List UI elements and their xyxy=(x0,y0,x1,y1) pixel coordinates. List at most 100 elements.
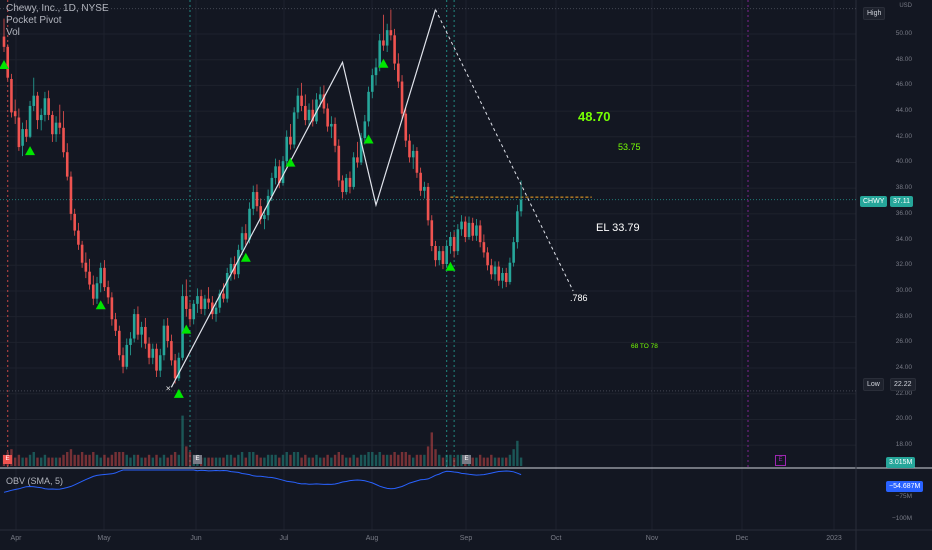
candle-body xyxy=(84,262,88,272)
candle-body xyxy=(370,75,374,92)
earnings-marker-1[interactable]: E xyxy=(3,455,12,464)
volume-bar xyxy=(185,446,188,466)
volume-bar xyxy=(121,452,125,466)
candle-body xyxy=(95,283,99,299)
candle-body xyxy=(125,344,129,367)
candle-body xyxy=(110,297,114,320)
candle-body xyxy=(318,94,322,100)
volume-bar xyxy=(434,449,437,466)
volume-bar xyxy=(28,454,32,466)
volume-bar xyxy=(99,457,102,466)
volume-bar xyxy=(237,454,240,466)
pocket-pivot-signal xyxy=(181,324,192,334)
volume-bar xyxy=(430,432,433,466)
candle-body xyxy=(121,355,125,367)
volume-bar xyxy=(248,452,251,466)
candle-body xyxy=(58,122,62,128)
candle-body xyxy=(445,246,448,264)
volume-bar xyxy=(118,452,121,466)
candle-body xyxy=(423,186,426,191)
volume-bar xyxy=(73,454,76,466)
price-tick-label: 20.00 xyxy=(895,415,912,423)
volume-bar xyxy=(319,457,322,466)
candle-body xyxy=(426,186,430,221)
earnings-marker-2[interactable]: E xyxy=(193,455,202,464)
time-tick-label: May xyxy=(97,535,111,542)
volume-bar xyxy=(166,457,169,466)
candle-body xyxy=(519,199,523,212)
candle-body xyxy=(270,177,274,196)
candle-body xyxy=(344,177,348,193)
volume-bar xyxy=(159,457,162,466)
volume-bar xyxy=(173,452,177,466)
candle-body xyxy=(389,30,393,36)
candle-body xyxy=(490,265,493,275)
volume-bar xyxy=(478,454,482,466)
candle-body xyxy=(512,242,515,263)
volume-bar xyxy=(307,457,311,466)
candle-body xyxy=(493,266,497,275)
candle-body xyxy=(118,330,121,356)
candle-body xyxy=(47,98,50,115)
volume-bar xyxy=(393,452,396,466)
candle-body xyxy=(65,152,69,177)
candle-body xyxy=(177,357,181,379)
low-label: Low xyxy=(863,378,884,391)
candle-body xyxy=(304,105,307,121)
candle-body xyxy=(173,360,177,379)
candle-body xyxy=(408,140,411,158)
volume-bar xyxy=(315,454,318,466)
volume-bar xyxy=(54,457,58,466)
volume-bar xyxy=(62,454,65,466)
volume-bar xyxy=(80,452,84,466)
candle-body xyxy=(478,225,482,243)
candle-body xyxy=(259,206,262,220)
candle-body xyxy=(144,326,147,344)
volume-bar xyxy=(508,454,512,466)
volume-bar xyxy=(103,454,106,466)
pocket-pivot-signal xyxy=(173,388,184,398)
volume-bar xyxy=(266,454,270,466)
volume-bar xyxy=(222,457,225,466)
volume-bar xyxy=(501,457,504,466)
indicator-legend-pocket-pivot: Pocket Pivot xyxy=(6,15,62,26)
volume-bar xyxy=(330,457,333,466)
candle-body xyxy=(225,272,229,299)
time-tick-label: Jul xyxy=(279,535,289,542)
volume-bar xyxy=(233,457,236,466)
candle-body xyxy=(430,220,434,247)
candle-body xyxy=(229,263,233,273)
candle-body xyxy=(99,267,103,284)
time-tick-label: 2023 xyxy=(826,535,842,542)
volume-bar xyxy=(114,452,117,466)
candle-body xyxy=(43,98,47,115)
candle-body xyxy=(39,114,43,121)
candle-body xyxy=(69,176,73,214)
retracement-line xyxy=(435,9,574,292)
candle-body xyxy=(184,296,188,309)
candle-body xyxy=(460,221,463,230)
price-tick-label: 22.00 xyxy=(895,389,912,397)
earnings-marker-future[interactable]: E xyxy=(775,455,786,466)
volume-bar xyxy=(300,457,303,466)
volume-bar xyxy=(285,452,288,466)
candle-body xyxy=(188,308,192,320)
candle-body xyxy=(129,338,132,345)
volume-bar xyxy=(188,452,192,466)
candle-body xyxy=(452,237,456,252)
candle-body xyxy=(199,296,203,309)
candle-body xyxy=(374,67,378,76)
candle-body xyxy=(91,284,95,299)
earnings-marker-3[interactable]: E xyxy=(462,455,471,464)
volume-bar xyxy=(47,457,50,466)
symbol-legend: Chewy, Inc., 1D, NYSE xyxy=(6,3,109,14)
volume-bar xyxy=(516,440,519,466)
volume-bar xyxy=(374,454,378,466)
volume-bar xyxy=(252,452,255,466)
candle-body xyxy=(147,343,151,358)
volume-bar xyxy=(240,452,244,466)
price-tick-label: 40.00 xyxy=(895,158,912,166)
candle-body xyxy=(6,46,10,78)
price-tick-label: 26.00 xyxy=(895,338,912,346)
